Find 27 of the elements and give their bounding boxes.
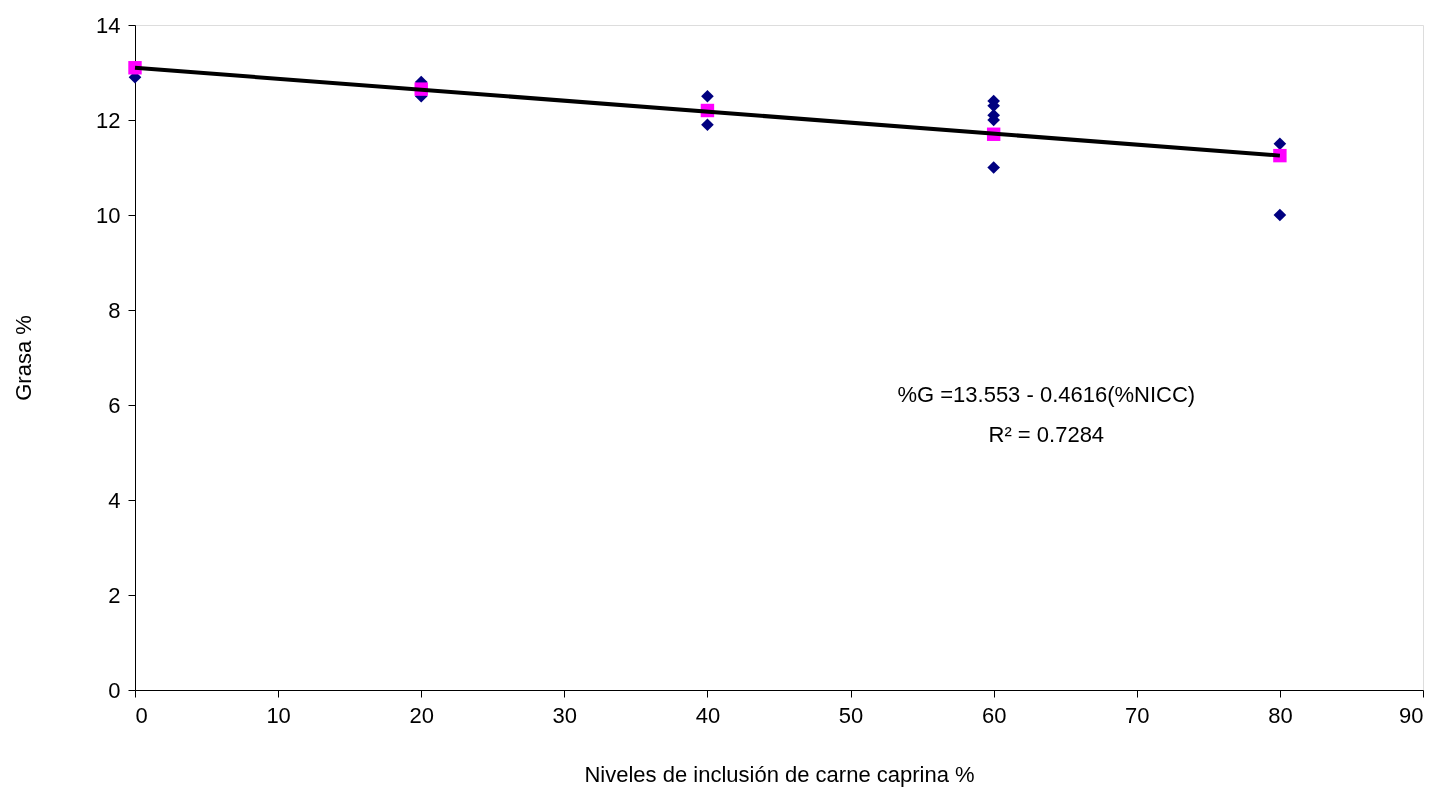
y-tick-label: 2 — [108, 582, 121, 608]
y-tick-label: 4 — [108, 487, 121, 513]
y-tick-label: 12 — [96, 107, 121, 133]
annotation: %G =13.553 - 0.4616(%NICC) — [897, 382, 1196, 408]
x-tick-label: 50 — [838, 702, 864, 728]
x-tick-label: 30 — [552, 702, 578, 728]
x-tick-label: 20 — [409, 702, 434, 728]
x-tick-label: 80 — [1268, 702, 1293, 728]
x-tick-label: 60 — [981, 702, 1007, 728]
point — [1273, 208, 1287, 222]
y-tick-label: 8 — [108, 297, 121, 323]
y-tick-label: 10 — [96, 202, 121, 228]
point — [701, 89, 714, 103]
y-tick-label: 14 — [96, 12, 121, 38]
x-tick-label: 10 — [266, 702, 291, 728]
y-tick-label: 6 — [108, 392, 121, 418]
point — [701, 118, 714, 132]
y-axis-title: Grasa % — [11, 315, 37, 401]
x-axis-title: Niveles de inclusión de carne caprina % — [584, 761, 975, 787]
x-tick-label: 90 — [1399, 702, 1424, 728]
x-tick-label: 40 — [695, 702, 721, 728]
x-tick-label: 70 — [1125, 702, 1150, 728]
point — [987, 161, 1000, 174]
y-tick-label: 0 — [108, 677, 121, 703]
x-tick-label: 0 — [135, 702, 148, 728]
annotation: R² = 0.7284 — [988, 422, 1105, 448]
point — [1273, 137, 1287, 151]
